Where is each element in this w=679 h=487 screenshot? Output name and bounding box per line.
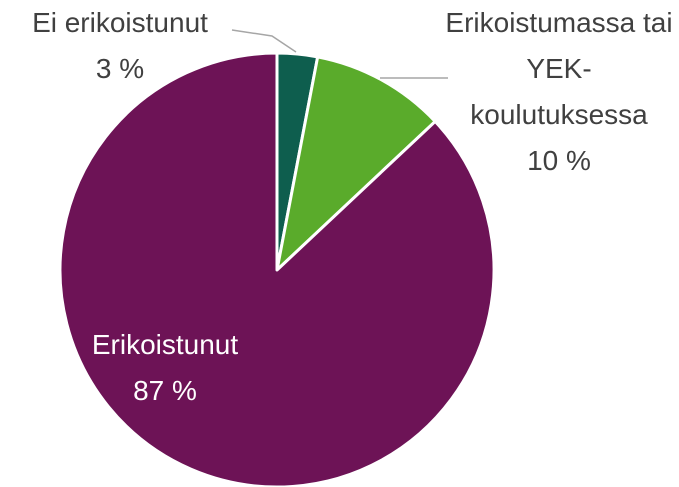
value-label: 3 % (95, 53, 145, 84)
category-label: Erikoistumassa tai YEK-koulutuksessa (445, 7, 673, 130)
pie-slice (275, 55, 437, 272)
value-label: 87 % (133, 375, 197, 406)
slice-label: Erikoistunut 87 % (45, 322, 285, 414)
value-label: 10 % (527, 145, 591, 176)
slice-label: Ei erikoistunut 3 % (0, 0, 240, 92)
slices (58, 51, 496, 487)
leader-line (231, 29, 297, 53)
category-label: Ei erikoistunut (32, 7, 208, 38)
pie-slice (58, 51, 496, 487)
category-label: Erikoistunut (91, 329, 239, 360)
slice-label: Erikoistumassa tai YEK-koulutuksessa 10 … (443, 0, 675, 184)
